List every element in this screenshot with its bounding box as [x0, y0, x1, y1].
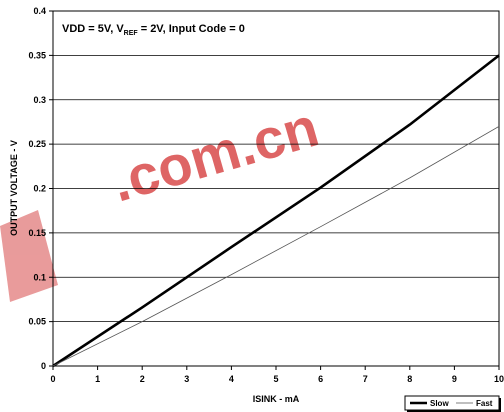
x-tick-label: 4 [229, 374, 234, 384]
y-axis-ticks: 0 0.05 0.1 0.15 0.2 0.25 0.3 0.35 0.4 [28, 6, 53, 371]
y-tick-label: 0.2 [33, 184, 46, 194]
y-tick-label: 0.25 [28, 139, 46, 149]
x-axis-label: ISINK - mA [253, 394, 300, 404]
y-tick-label: 0.1 [33, 272, 46, 282]
series-lines [52, 54, 500, 368]
y-tick-label: 0.3 [33, 95, 46, 105]
y-tick-label: 0 [41, 361, 46, 371]
x-tick-label: 1 [95, 374, 100, 384]
x-tick-label: 3 [184, 374, 189, 384]
x-tick-label: 0 [50, 374, 55, 384]
watermark-logo-shape [0, 210, 58, 302]
legend-box [404, 395, 500, 411]
x-tick-label: 2 [140, 374, 145, 384]
y-tick-label: 0.35 [28, 50, 46, 60]
y-tick-label: 0.4 [33, 6, 46, 16]
watermark: .com.cn [0, 95, 325, 302]
x-tick-label: 10 [494, 374, 504, 384]
y-axis-label: OUTPUT VOLTAGE - V [9, 140, 19, 236]
x-tick-label: 6 [318, 374, 323, 384]
x-tick-label: 5 [273, 374, 278, 384]
gridlines [53, 54, 499, 323]
series-line-fast [52, 126, 500, 367]
legend-label-slow: Slow [430, 399, 449, 408]
x-axis-ticks: 0 1 2 3 4 5 6 7 8 9 10 [50, 366, 504, 384]
x-tick-label: 9 [452, 374, 457, 384]
legend: Slow Fast [404, 395, 501, 412]
y-tick-label: 0.05 [28, 317, 46, 327]
x-tick-label: 7 [363, 374, 368, 384]
watermark-text: .com.cn [104, 95, 325, 214]
legend-label-fast: Fast [476, 399, 493, 408]
series-line-slow [52, 54, 500, 368]
chart-annotation: VDD = 5V, VREF = 2V, Input Code = 0 [62, 23, 245, 37]
x-tick-label: 8 [407, 374, 412, 384]
y-tick-label: 0.15 [28, 228, 46, 238]
